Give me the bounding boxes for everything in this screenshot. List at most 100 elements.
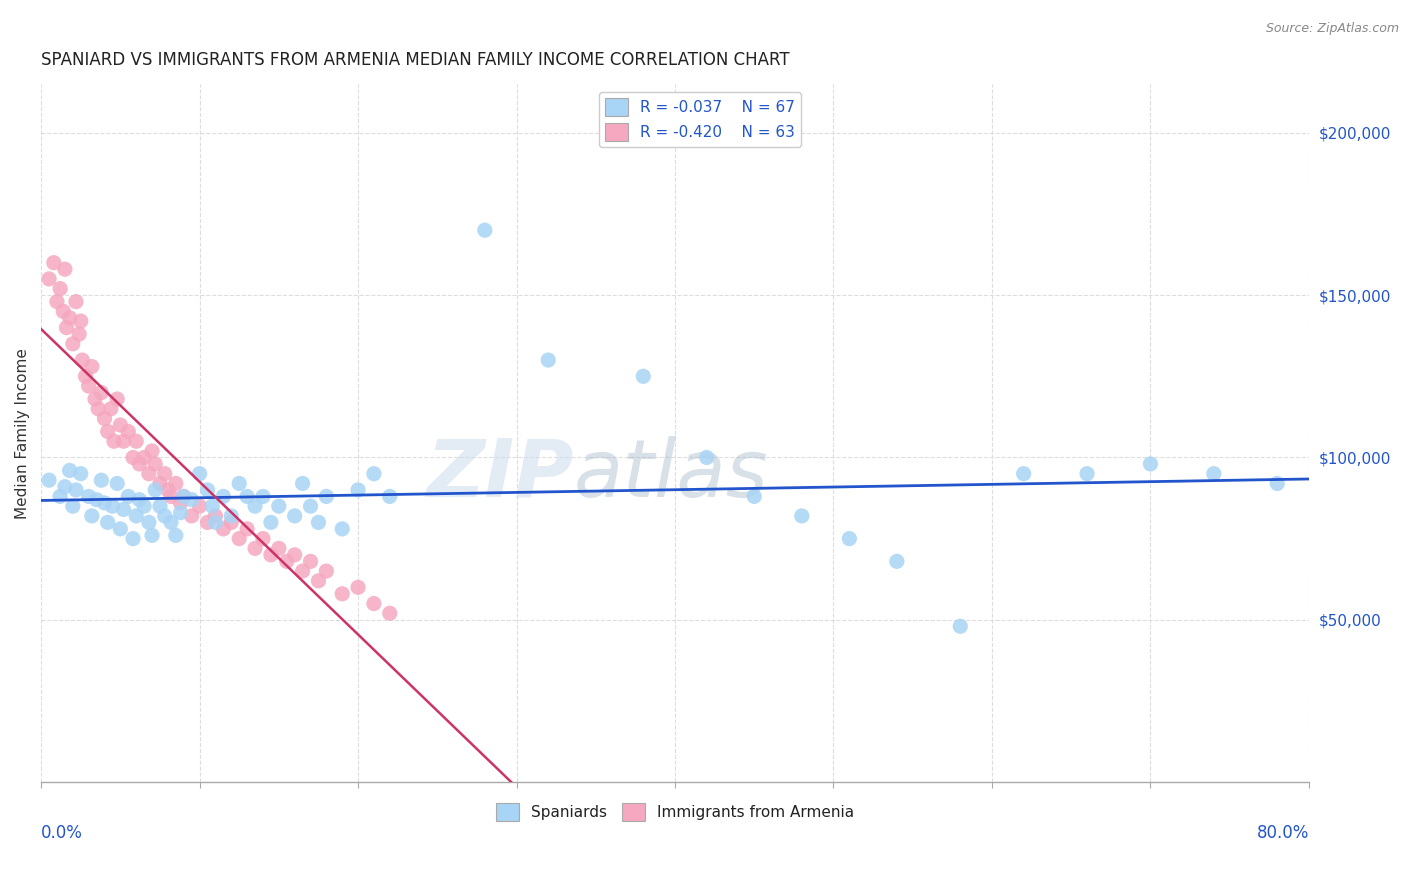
Point xyxy=(236,522,259,536)
Point xyxy=(267,541,290,556)
Point xyxy=(46,294,69,309)
Point xyxy=(188,467,211,481)
Point xyxy=(173,490,195,504)
Point xyxy=(84,392,107,406)
Point xyxy=(1139,457,1161,471)
Legend: Spaniards, Immigrants from Armenia: Spaniards, Immigrants from Armenia xyxy=(489,797,860,827)
Point xyxy=(236,490,259,504)
Point xyxy=(59,310,82,325)
Point xyxy=(197,483,219,497)
Point xyxy=(1202,467,1225,481)
Point xyxy=(204,508,226,523)
Point xyxy=(169,496,191,510)
Point xyxy=(141,528,163,542)
Point xyxy=(53,262,76,277)
Point xyxy=(69,314,91,328)
Point xyxy=(153,467,176,481)
Y-axis label: Median Family Income: Median Family Income xyxy=(15,348,30,518)
Point xyxy=(291,564,314,578)
Text: 80.0%: 80.0% xyxy=(1257,824,1309,842)
Point xyxy=(633,369,655,384)
Point xyxy=(93,411,115,425)
Point xyxy=(42,255,65,269)
Point xyxy=(49,282,72,296)
Point xyxy=(228,476,250,491)
Text: 0.0%: 0.0% xyxy=(41,824,83,842)
Point xyxy=(138,467,160,481)
Point xyxy=(138,516,160,530)
Point xyxy=(49,490,72,504)
Point xyxy=(219,508,242,523)
Point xyxy=(97,425,120,439)
Point xyxy=(260,516,283,530)
Point xyxy=(55,320,77,334)
Point xyxy=(474,223,496,237)
Text: atlas: atlas xyxy=(574,436,768,514)
Point xyxy=(742,490,765,504)
Point xyxy=(267,499,290,513)
Point xyxy=(149,476,172,491)
Point xyxy=(299,499,322,513)
Point xyxy=(122,532,145,546)
Point xyxy=(52,304,75,318)
Point xyxy=(949,619,972,633)
Text: ZIP: ZIP xyxy=(426,436,574,514)
Point xyxy=(128,457,150,471)
Point xyxy=(53,480,76,494)
Point xyxy=(128,492,150,507)
Point xyxy=(112,434,135,449)
Point xyxy=(243,499,266,513)
Point xyxy=(80,508,103,523)
Point xyxy=(117,490,139,504)
Point xyxy=(291,476,314,491)
Point xyxy=(276,554,298,568)
Point xyxy=(173,490,195,504)
Point xyxy=(110,522,132,536)
Point xyxy=(90,385,112,400)
Point xyxy=(165,476,187,491)
Point xyxy=(204,516,226,530)
Point xyxy=(363,467,385,481)
Point xyxy=(86,492,108,507)
Point xyxy=(790,508,813,523)
Point xyxy=(363,597,385,611)
Point xyxy=(122,450,145,465)
Point xyxy=(212,490,235,504)
Text: SPANIARD VS IMMIGRANTS FROM ARMENIA MEDIAN FAMILY INCOME CORRELATION CHART: SPANIARD VS IMMIGRANTS FROM ARMENIA MEDI… xyxy=(41,51,790,69)
Point xyxy=(38,272,60,286)
Point xyxy=(105,392,128,406)
Point xyxy=(307,516,329,530)
Point xyxy=(378,607,401,621)
Point xyxy=(160,516,183,530)
Point xyxy=(347,580,370,594)
Point xyxy=(180,508,202,523)
Point xyxy=(87,401,110,416)
Point xyxy=(284,548,307,562)
Point xyxy=(59,463,82,477)
Point xyxy=(299,554,322,568)
Point xyxy=(219,516,242,530)
Point xyxy=(1265,476,1288,491)
Point xyxy=(100,401,122,416)
Point xyxy=(143,457,166,471)
Point xyxy=(65,483,87,497)
Point xyxy=(77,379,100,393)
Point xyxy=(197,516,219,530)
Point xyxy=(347,483,370,497)
Point xyxy=(90,473,112,487)
Point xyxy=(330,522,353,536)
Point xyxy=(284,508,307,523)
Point xyxy=(160,490,183,504)
Point xyxy=(72,353,94,368)
Point xyxy=(141,444,163,458)
Point xyxy=(315,490,337,504)
Point xyxy=(252,532,274,546)
Point xyxy=(243,541,266,556)
Point xyxy=(125,508,148,523)
Point xyxy=(307,574,329,588)
Point xyxy=(1076,467,1098,481)
Point xyxy=(228,532,250,546)
Point xyxy=(886,554,908,568)
Point xyxy=(1012,467,1035,481)
Point xyxy=(125,434,148,449)
